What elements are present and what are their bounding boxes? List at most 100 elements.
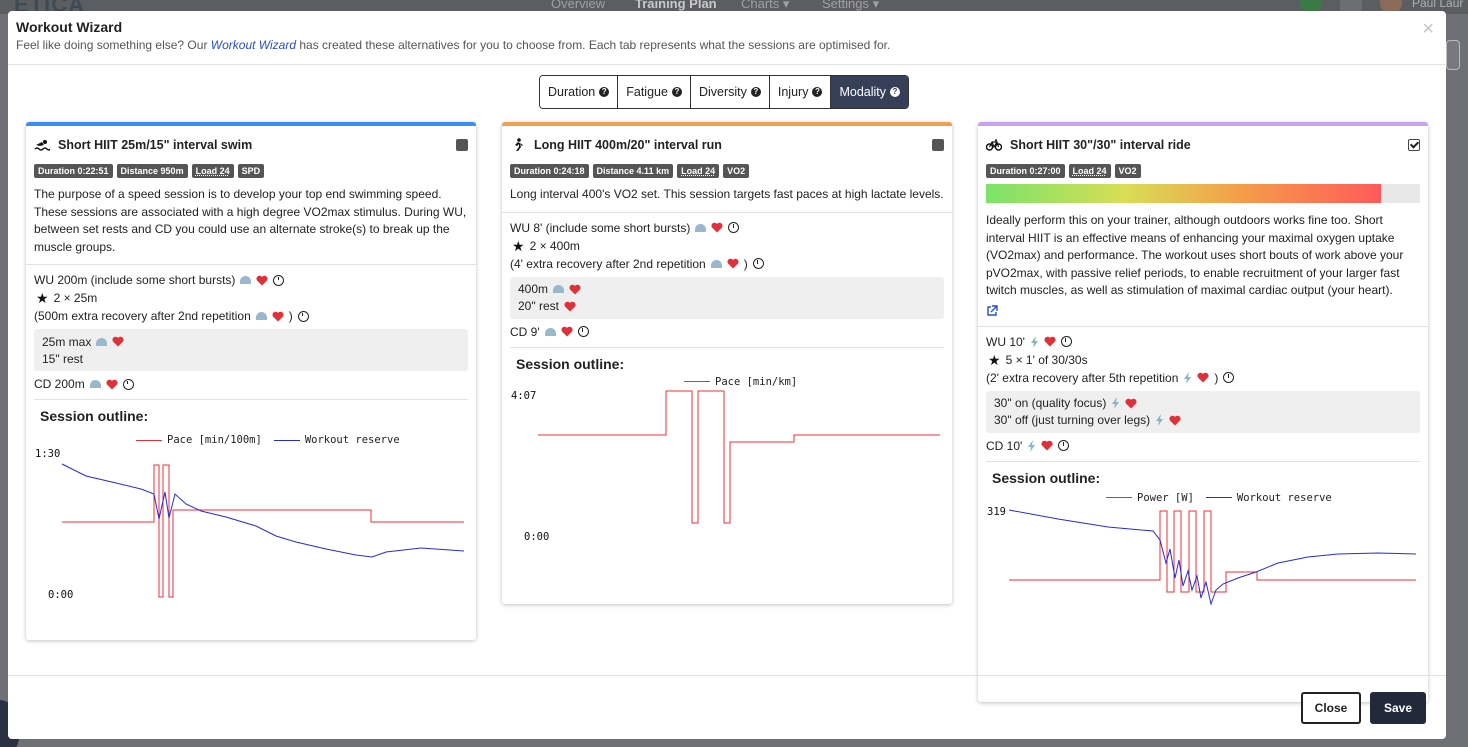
lightning-icon — [1156, 414, 1164, 426]
intensity-bar-fill — [986, 184, 1381, 203]
step-text: WU 10' — [986, 334, 1025, 349]
rest-row: 20" rest — [518, 298, 936, 315]
external-link-icon[interactable] — [986, 304, 998, 317]
duration-badge: Duration 0:24:18 — [510, 164, 589, 178]
type-badge: VO2 — [1114, 164, 1141, 178]
step-text: (4' extra recovery after 2nd repetition — [510, 256, 706, 271]
gauge-icon — [240, 276, 252, 284]
heart-icon — [569, 284, 581, 294]
step-text: CD 9' — [510, 324, 540, 339]
heart-icon — [1197, 372, 1209, 383]
card-title: Short HIIT 30"/30" interval ride — [1010, 137, 1191, 152]
step-text: 2 × 400m — [529, 238, 580, 253]
main-set-step: ★ 2 × 400m — [510, 237, 944, 255]
heart-icon — [256, 275, 268, 285]
workout-steps: WU 8' (include some short bursts) ★ 2 × 4… — [502, 213, 952, 347]
tab-diversity[interactable]: Diversity? — [690, 76, 770, 108]
card-accent — [978, 122, 1428, 126]
tab-fatigue[interactable]: Fatigue? — [618, 76, 691, 108]
nav-settings: Settings ▾ — [822, 0, 880, 11]
step-text: 20" rest — [518, 299, 559, 313]
nav-training-plan: Training Plan — [635, 0, 717, 11]
extra-recovery-step: (2' extra recovery after 5th repetition) — [986, 369, 1420, 387]
card-accent — [502, 122, 952, 126]
session-outline-title: Session outline: — [992, 469, 1101, 486]
card-description: Long interval 400's VO2 set. This sessio… — [510, 187, 944, 201]
notification-icon — [1340, 0, 1362, 14]
cooldown-step: CD 9' — [510, 323, 944, 341]
clock-icon — [1058, 440, 1070, 451]
tab-label: Injury — [777, 85, 809, 99]
load-badge[interactable]: Load 24 — [191, 164, 234, 178]
rest-row: 15" rest — [42, 350, 460, 367]
subtitle-text: Feel like doing something else? Our — [16, 38, 211, 52]
divider — [510, 346, 944, 348]
select-checkbox[interactable] — [932, 138, 944, 151]
heart-icon — [564, 301, 576, 311]
lightning-icon — [1030, 335, 1038, 348]
clock-icon — [752, 258, 764, 269]
close-button[interactable]: Close — [1301, 692, 1361, 724]
gauge-icon — [695, 223, 707, 232]
outline-plot — [1008, 509, 1417, 606]
gauge-icon — [96, 337, 108, 346]
gauge-icon — [255, 312, 267, 320]
close-icon[interactable]: × — [1422, 18, 1434, 40]
warmup-step: WU 200m (include some short bursts) — [34, 271, 468, 289]
gauge-icon — [553, 285, 565, 293]
gauge-icon — [89, 380, 101, 388]
legend-label: Power [W] — [1137, 491, 1194, 504]
clock-icon — [1060, 336, 1072, 347]
badges: Duration 0:24:18 Distance 4.11 km Load 2… — [502, 154, 952, 178]
interval-box: 400m 20" rest — [510, 276, 944, 319]
workout-card-swim[interactable]: Short HIIT 25m/15" interval swim Duratio… — [26, 122, 476, 640]
lightning-icon — [1184, 371, 1192, 384]
divider — [34, 399, 468, 400]
step-text: 15" rest — [42, 351, 83, 366]
optimisation-tabs: Duration? Fatigue? Diversity? Injury? Mo… — [539, 75, 909, 109]
extra-recovery-step: (500m extra recovery after 2nd repetitio… — [34, 307, 468, 325]
y-axis-min: 0:00 — [524, 530, 550, 543]
star-icon: ★ — [36, 290, 49, 306]
card-header: Short HIIT 25m/15" interval swim — [26, 126, 476, 154]
session-outline-chart: Power [W] Workout reserve 319 — [978, 486, 1428, 666]
pace-line — [62, 464, 464, 598]
tab-duration[interactable]: Duration? — [540, 76, 619, 108]
cooldown-step: CD 10' — [986, 437, 1420, 455]
chart-legend: Pace [min/km] — [684, 376, 797, 388]
modal-subtitle: Feel like doing something else? Our Work… — [16, 38, 1438, 52]
intensity-bar — [986, 184, 1420, 203]
workout-wizard-link[interactable]: Workout Wizard — [210, 38, 297, 52]
interval-row: 25m max — [42, 333, 460, 350]
divider — [502, 211, 952, 213]
background-navbar: ETICA Overview Training Plan Charts ▾ Se… — [0, 0, 1468, 17]
tab-label: Diversity — [698, 85, 747, 99]
external-link[interactable] — [978, 304, 1428, 326]
select-checkbox[interactable] — [456, 138, 468, 151]
interval-row: 30" on (quality focus) — [994, 395, 1412, 412]
gauge-icon — [544, 327, 556, 336]
tab-modality[interactable]: Modality? — [831, 76, 908, 108]
load-badge[interactable]: Load 24 — [1068, 164, 1111, 178]
select-checkbox[interactable] — [1408, 138, 1420, 151]
background-button — [1446, 40, 1460, 70]
runner-icon — [510, 137, 526, 152]
clock-icon — [728, 222, 740, 233]
workout-card-run[interactable]: Long HIIT 400m/20" interval run Duration… — [502, 122, 952, 604]
heart-icon — [1125, 398, 1137, 408]
tab-label: Fatigue — [626, 85, 668, 99]
legend-item-reserve: Workout reserve — [273, 434, 400, 446]
clock-icon — [577, 326, 589, 337]
cooldown-step: CD 200m — [34, 375, 468, 393]
heart-icon — [272, 311, 284, 321]
y-axis-min: 0:00 — [48, 589, 74, 601]
load-badge[interactable]: Load 24 — [677, 164, 720, 178]
tab-injury[interactable]: Injury? — [769, 76, 832, 108]
avatar — [1380, 0, 1402, 14]
modal-footer: Close Save — [8, 675, 1446, 739]
lightning-icon — [1112, 397, 1120, 409]
clock-icon — [1223, 372, 1235, 383]
pace-line — [538, 390, 940, 523]
workout-card-ride[interactable]: Short HIIT 30"/30" interval ride Duratio… — [978, 122, 1428, 702]
save-button[interactable]: Save — [1370, 692, 1426, 724]
